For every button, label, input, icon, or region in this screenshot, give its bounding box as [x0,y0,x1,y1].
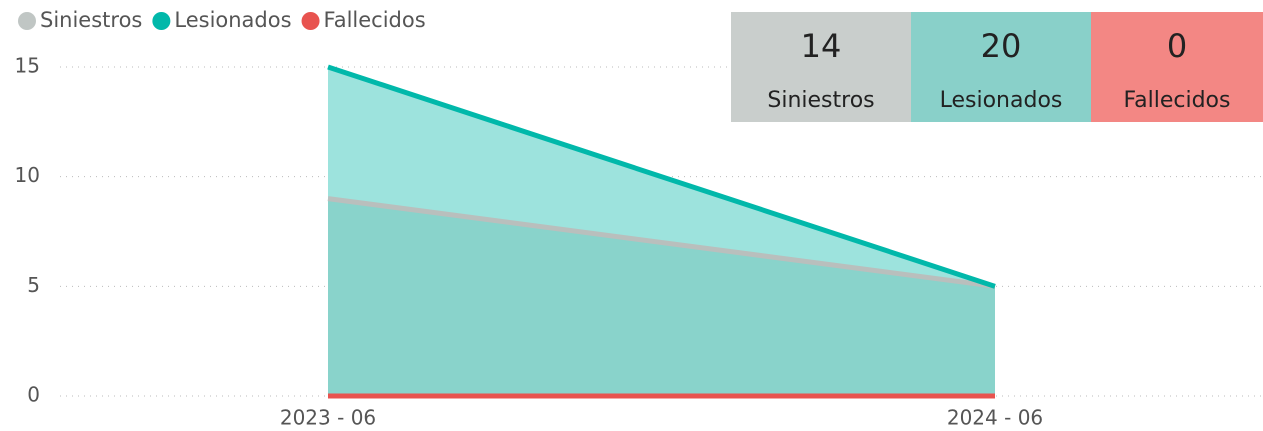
kpi-value: 14 [801,27,842,65]
legend-marker [18,12,36,30]
kpi-label: Lesionados [940,88,1063,113]
kpi-card [1091,12,1263,122]
legend-marker [301,12,320,30]
y-tick-label: 5 [27,273,40,297]
y-tick-label: 10 [15,163,40,187]
kpi-card [731,12,911,122]
x-tick-label: 2023 - 06 [280,406,376,430]
kpi-value: 20 [981,27,1022,65]
legend-label: Siniestros [40,8,142,32]
kpi-card [911,12,1091,122]
kpi-value: 0 [1167,27,1187,65]
y-tick-label: 15 [15,54,40,78]
legend-label: Fallecidos [324,8,426,32]
legend-label: Lesionados [174,8,291,32]
y-tick-label: 0 [27,383,40,407]
line [327,64,996,289]
line [327,196,996,289]
x-tick-label: 2024 - 06 [947,406,1043,430]
kpi-label: Siniestros [767,88,874,113]
legend-marker [152,12,171,30]
kpi-label: Fallecidos [1124,88,1231,113]
area [328,198,995,396]
